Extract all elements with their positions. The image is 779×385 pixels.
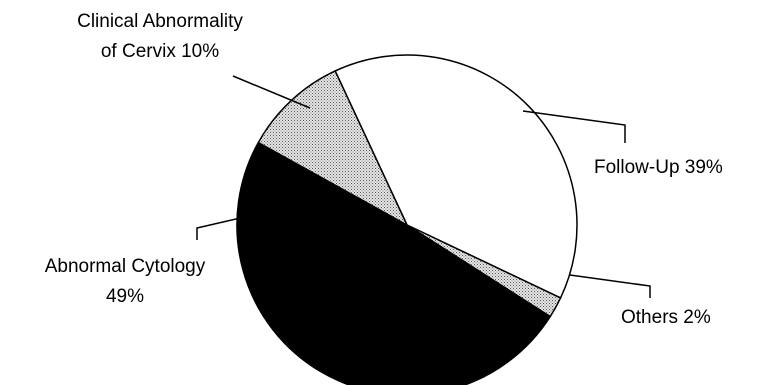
pie-slice-follow-up bbox=[334, 54, 578, 299]
label-abnormal-cytology-line1: Abnormal Cytology bbox=[45, 256, 206, 277]
label-follow-up: Follow-Up 39% bbox=[594, 157, 723, 178]
pie-slice-abnormal-cytology bbox=[236, 141, 551, 385]
leader-line-others bbox=[569, 274, 651, 298]
label-clinical-abnormality-line1: Clinical Abnormality bbox=[77, 11, 243, 32]
leader-line-abnormal-cytology bbox=[196, 212, 263, 240]
label-abnormal-cytology-line2: 49% bbox=[106, 286, 144, 307]
label-clinical-abnormality-line2: of Cervix 10% bbox=[101, 41, 219, 62]
label-others: Others 2% bbox=[621, 307, 711, 328]
leader-line-follow-up bbox=[522, 110, 626, 143]
leader-line-clinical-abnormality bbox=[232, 75, 311, 109]
